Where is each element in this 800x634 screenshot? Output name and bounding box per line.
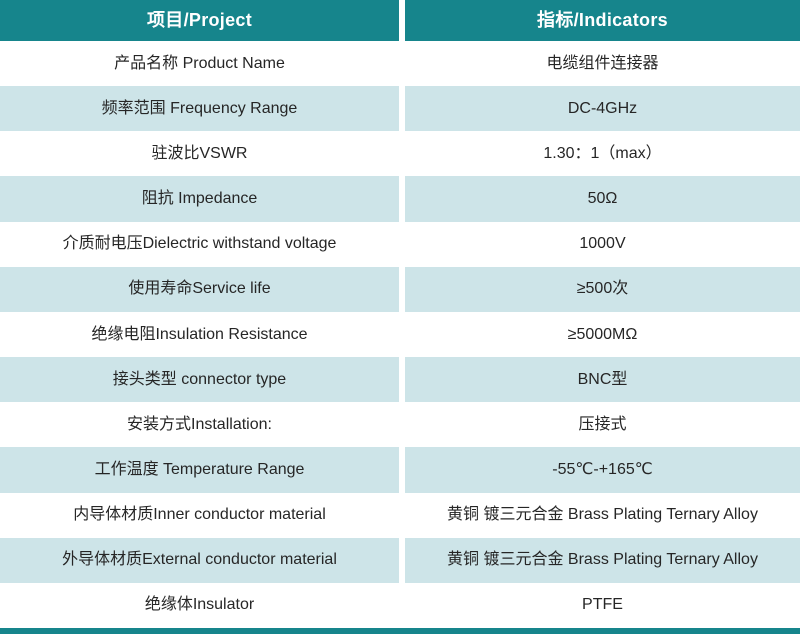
table-row-insulation-resistance: 绝缘电阻Insulation Resistance ≥5000MΩ [0, 311, 800, 358]
project-cell: 驻波比VSWR [0, 131, 399, 177]
indicator-cell: ≥500次 [405, 266, 800, 312]
column-gutter [399, 537, 405, 583]
column-gutter [399, 0, 405, 41]
table-row-impedance: 阻抗 Impedance 50Ω [0, 176, 800, 222]
header-indicators-column: 指标/Indicators [405, 0, 800, 41]
project-cell: 工作温度 Temperature Range [0, 447, 399, 493]
table-row-frequency-range: 频率范围 Frequency Range DC-4GHz [0, 86, 800, 132]
project-cell: 阻抗 Impedance [0, 176, 399, 222]
table-body: 产品名称 Product Name 电缆组件连接器 频率范围 Frequency… [0, 41, 800, 629]
indicator-cell: DC-4GHz [405, 86, 800, 132]
indicator-cell: 电缆组件连接器 [405, 41, 800, 87]
indicator-cell: 1.30：1（max） [405, 131, 800, 177]
project-cell: 绝缘电阻Insulation Resistance [0, 311, 399, 358]
table-row-service-life: 使用寿命Service life ≥500次 [0, 266, 800, 312]
column-gutter [399, 357, 405, 403]
table-row-product-name: 产品名称 Product Name 电缆组件连接器 [0, 41, 800, 87]
table-row-dielectric-withstand-voltage: 介质耐电压Dielectric withstand voltage 1000V [0, 221, 800, 267]
indicator-cell: BNC型 [405, 357, 800, 403]
table-footer-bar [0, 628, 800, 634]
column-gutter [399, 582, 405, 629]
column-gutter [399, 447, 405, 493]
project-cell: 绝缘体Insulator [0, 582, 399, 629]
header-project-column: 项目/Project [0, 0, 399, 41]
indicator-cell: ≥5000MΩ [405, 311, 800, 358]
column-gutter [399, 176, 405, 222]
indicator-cell: 50Ω [405, 176, 800, 222]
table-row-vswr: 驻波比VSWR 1.30：1（max） [0, 131, 800, 177]
indicator-cell: PTFE [405, 582, 800, 629]
table-row-connector-type: 接头类型 connector type BNC型 [0, 357, 800, 403]
indicator-cell: 黄铜 镀三元合金 Brass Plating Ternary Alloy [405, 492, 800, 538]
project-cell: 内导体材质Inner conductor material [0, 492, 399, 538]
indicator-cell: -55℃-+165℃ [405, 447, 800, 493]
project-cell: 使用寿命Service life [0, 266, 399, 312]
column-gutter [399, 492, 405, 538]
column-gutter [399, 221, 405, 267]
column-gutter [399, 41, 405, 87]
column-gutter [399, 266, 405, 312]
table-row-external-conductor-material: 外导体材质External conductor material 黄铜 镀三元合… [0, 537, 800, 583]
column-gutter [399, 402, 405, 448]
project-cell: 介质耐电压Dielectric withstand voltage [0, 221, 399, 267]
column-gutter [399, 86, 405, 132]
indicator-cell: 压接式 [405, 402, 800, 448]
project-cell: 接头类型 connector type [0, 357, 399, 403]
project-cell: 产品名称 Product Name [0, 41, 399, 87]
indicator-cell: 1000V [405, 221, 800, 267]
project-cell: 频率范围 Frequency Range [0, 86, 399, 132]
table-row-inner-conductor-material: 内导体材质Inner conductor material 黄铜 镀三元合金 B… [0, 492, 800, 538]
table-header-row: 项目/Project 指标/Indicators [0, 0, 800, 41]
column-gutter [399, 131, 405, 177]
table-row-temperature-range: 工作温度 Temperature Range -55℃-+165℃ [0, 447, 800, 493]
column-gutter [399, 311, 405, 358]
project-cell: 安装方式Installation: [0, 402, 399, 448]
table-row-insulator: 绝缘体Insulator PTFE [0, 582, 800, 629]
table-row-installation: 安装方式Installation: 压接式 [0, 402, 800, 448]
indicator-cell: 黄铜 镀三元合金 Brass Plating Ternary Alloy [405, 537, 800, 583]
project-cell: 外导体材质External conductor material [0, 537, 399, 583]
